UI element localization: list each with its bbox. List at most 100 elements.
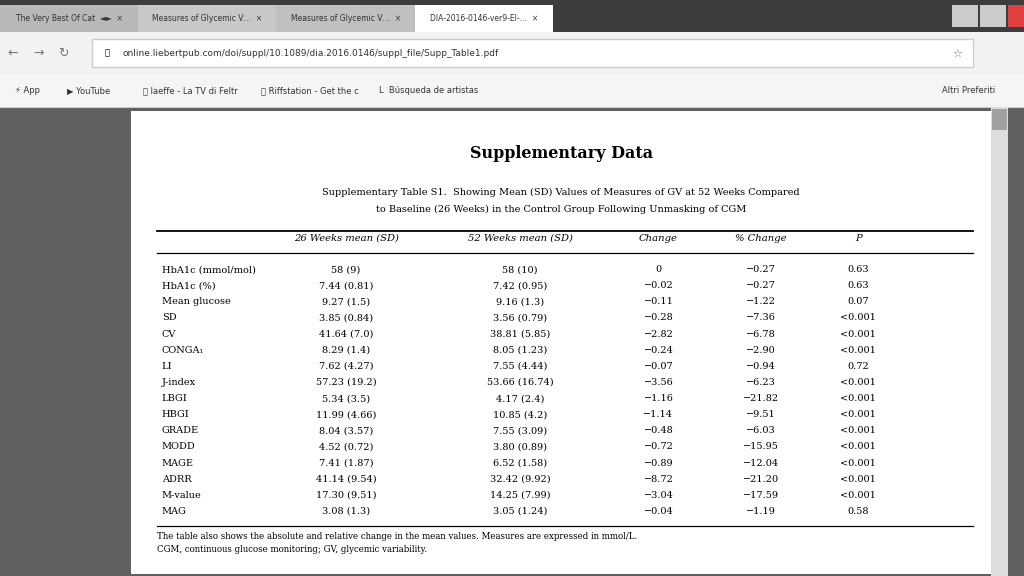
Text: −0.07: −0.07	[643, 362, 674, 371]
Text: 5.34 (3.5): 5.34 (3.5)	[323, 394, 370, 403]
Text: −1.14: −1.14	[643, 410, 674, 419]
Text: −2.90: −2.90	[745, 346, 776, 355]
Text: 4.52 (0.72): 4.52 (0.72)	[318, 442, 374, 452]
Text: SD: SD	[162, 313, 176, 323]
Text: <0.001: <0.001	[840, 491, 877, 500]
Text: →: →	[34, 47, 44, 60]
Text: P: P	[855, 234, 861, 243]
Text: Measures of Glycemic V…  ×: Measures of Glycemic V… ×	[153, 14, 262, 23]
Text: 3.05 (1.24): 3.05 (1.24)	[493, 507, 548, 516]
Text: 7.41 (1.87): 7.41 (1.87)	[318, 458, 374, 468]
Text: −1.16: −1.16	[643, 394, 674, 403]
Text: M-value: M-value	[162, 491, 202, 500]
Text: Change: Change	[639, 234, 678, 243]
Text: ←: ←	[7, 47, 17, 60]
Text: CONGA₁: CONGA₁	[162, 346, 204, 355]
Text: 17.30 (9.51): 17.30 (9.51)	[315, 491, 377, 500]
Text: 7.55 (3.09): 7.55 (3.09)	[494, 426, 547, 435]
Text: MAG: MAG	[162, 507, 186, 516]
Text: −6.23: −6.23	[745, 378, 776, 387]
Text: −1.19: −1.19	[745, 507, 776, 516]
Text: 38.81 (5.85): 38.81 (5.85)	[490, 329, 550, 339]
Text: −3.04: −3.04	[643, 491, 674, 500]
Text: −6.03: −6.03	[745, 426, 776, 435]
Text: <0.001: <0.001	[840, 313, 877, 323]
Text: <0.001: <0.001	[840, 378, 877, 387]
Text: −0.72: −0.72	[643, 442, 674, 452]
Text: 0.63: 0.63	[847, 265, 869, 274]
Text: <0.001: <0.001	[840, 346, 877, 355]
Text: 🔒: 🔒	[104, 49, 110, 58]
Text: 52 Weeks mean (SD): 52 Weeks mean (SD)	[468, 234, 572, 243]
Text: Measures of Glycemic V…  ×: Measures of Glycemic V… ×	[291, 14, 400, 23]
Text: 9.16 (1.3): 9.16 (1.3)	[497, 297, 544, 306]
Text: ☆: ☆	[952, 48, 963, 58]
Text: <0.001: <0.001	[840, 329, 877, 339]
Text: 58 (10): 58 (10)	[503, 265, 538, 274]
Text: 3.80 (0.89): 3.80 (0.89)	[494, 442, 547, 452]
Text: −2.82: −2.82	[643, 329, 674, 339]
Text: ⚡ App: ⚡ App	[15, 86, 40, 95]
Text: −1.22: −1.22	[745, 297, 776, 306]
Text: 0: 0	[655, 265, 662, 274]
Text: −21.82: −21.82	[742, 394, 779, 403]
Text: LI: LI	[162, 362, 172, 371]
Text: 4.17 (2.4): 4.17 (2.4)	[496, 394, 545, 403]
Text: 53.66 (16.74): 53.66 (16.74)	[486, 378, 554, 387]
Text: 3.85 (0.84): 3.85 (0.84)	[319, 313, 373, 323]
Text: −0.24: −0.24	[643, 346, 674, 355]
Text: <0.001: <0.001	[840, 410, 877, 419]
Text: 6.52 (1.58): 6.52 (1.58)	[494, 458, 547, 468]
Text: −0.89: −0.89	[644, 458, 673, 468]
Text: 3.08 (1.3): 3.08 (1.3)	[323, 507, 370, 516]
Text: LBGI: LBGI	[162, 394, 187, 403]
Text: 7.62 (4.27): 7.62 (4.27)	[318, 362, 374, 371]
Text: 14.25 (7.99): 14.25 (7.99)	[489, 491, 551, 500]
Text: −0.11: −0.11	[643, 297, 674, 306]
Text: MODD: MODD	[162, 442, 196, 452]
Text: −9.51: −9.51	[745, 410, 776, 419]
Text: 0.72: 0.72	[847, 362, 869, 371]
Text: 8.29 (1.4): 8.29 (1.4)	[323, 346, 370, 355]
Text: 10.85 (4.2): 10.85 (4.2)	[494, 410, 547, 419]
Text: Supplementary Table S1.  Showing Mean (SD) Values of Measures of GV at 52 Weeks : Supplementary Table S1. Showing Mean (SD…	[323, 188, 800, 197]
Text: <0.001: <0.001	[840, 394, 877, 403]
Text: Supplementary Data: Supplementary Data	[470, 145, 652, 162]
Text: −0.27: −0.27	[745, 281, 776, 290]
Text: −15.95: −15.95	[742, 442, 779, 452]
Text: −12.04: −12.04	[742, 458, 779, 468]
Text: −0.94: −0.94	[745, 362, 776, 371]
Text: 8.04 (3.57): 8.04 (3.57)	[319, 426, 373, 435]
Text: 0.07: 0.07	[847, 297, 869, 306]
Text: 0.63: 0.63	[847, 281, 869, 290]
Text: 0.58: 0.58	[848, 507, 868, 516]
Text: Altri Preferiti: Altri Preferiti	[942, 86, 995, 95]
Text: <0.001: <0.001	[840, 458, 877, 468]
Text: CV: CV	[162, 329, 176, 339]
Text: −17.59: −17.59	[742, 491, 779, 500]
Text: ↻: ↻	[58, 47, 69, 60]
Text: 26 Weeks mean (SD): 26 Weeks mean (SD)	[294, 234, 398, 243]
Text: 7.44 (0.81): 7.44 (0.81)	[318, 281, 374, 290]
Text: 9.27 (1.5): 9.27 (1.5)	[323, 297, 370, 306]
Text: −0.04: −0.04	[643, 507, 674, 516]
Text: 8.05 (1.23): 8.05 (1.23)	[494, 346, 547, 355]
Text: −7.36: −7.36	[745, 313, 776, 323]
Text: ▶ YouTube: ▶ YouTube	[67, 86, 110, 95]
Text: 41.64 (7.0): 41.64 (7.0)	[318, 329, 374, 339]
Text: L  Búsqueda de artistas: L Búsqueda de artistas	[379, 86, 478, 95]
Text: % Change: % Change	[735, 234, 786, 243]
Text: −0.48: −0.48	[643, 426, 674, 435]
Text: 7.42 (0.95): 7.42 (0.95)	[494, 281, 547, 290]
Text: −0.27: −0.27	[745, 265, 776, 274]
Text: 57.23 (19.2): 57.23 (19.2)	[315, 378, 377, 387]
Text: The table also shows the absolute and relative change in the mean values. Measur: The table also shows the absolute and re…	[157, 532, 637, 554]
Text: online.liebertpub.com/doi/suppl/10.1089/dia.2016.0146/suppl_file/Supp_Table1.pdf: online.liebertpub.com/doi/suppl/10.1089/…	[123, 49, 499, 58]
Text: HbA1c (%): HbA1c (%)	[162, 281, 215, 290]
Text: ADRR: ADRR	[162, 475, 191, 484]
Text: <0.001: <0.001	[840, 442, 877, 452]
Text: −21.20: −21.20	[742, 475, 779, 484]
Text: 3.56 (0.79): 3.56 (0.79)	[494, 313, 547, 323]
Text: −0.02: −0.02	[643, 281, 674, 290]
Text: 🎵 Riffstation - Get the c: 🎵 Riffstation - Get the c	[261, 86, 358, 95]
